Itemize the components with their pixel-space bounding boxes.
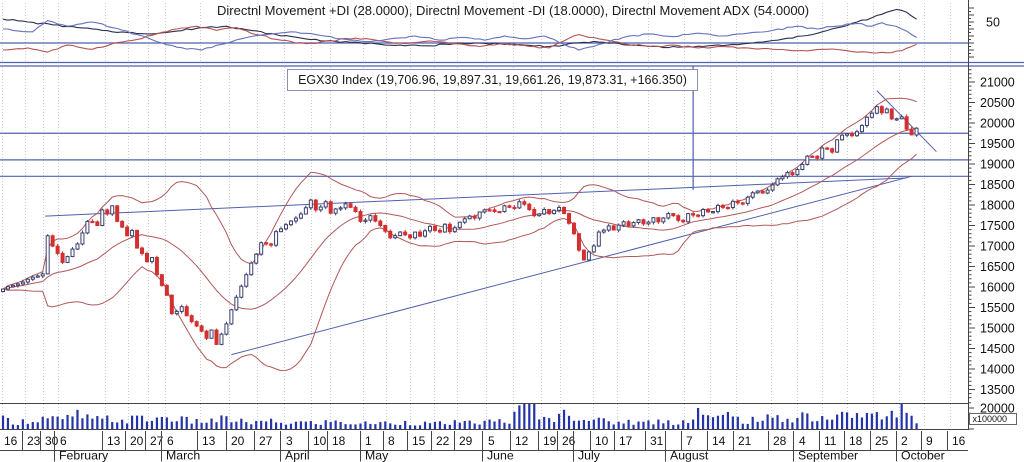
svg-text:19500: 19500 [980, 137, 1015, 151]
svg-text:10: 10 [313, 434, 327, 448]
svg-text:16: 16 [4, 434, 18, 448]
svg-text:20000: 20000 [980, 401, 1015, 415]
price-panel-title: EGX30 Index (19,706.96, 19,897.31, 19,66… [298, 73, 687, 87]
svg-text:13: 13 [202, 434, 216, 448]
svg-text:28: 28 [773, 434, 787, 448]
svg-text:20: 20 [130, 434, 144, 448]
svg-text:October: October [901, 449, 945, 462]
svg-text:21000: 21000 [980, 75, 1015, 89]
svg-text:April: April [285, 449, 310, 462]
price-panel-title-box: EGX30 Index (19,706.96, 19,897.31, 19,66… [287, 69, 698, 91]
volume-bars [1, 403, 918, 429]
svg-text:May: May [365, 449, 389, 462]
svg-text:16000: 16000 [980, 280, 1015, 294]
svg-text:20: 20 [231, 434, 245, 448]
svg-text:26: 26 [562, 434, 576, 448]
svg-text:March: March [166, 449, 200, 462]
svg-text:27: 27 [259, 434, 273, 448]
svg-text:18000: 18000 [980, 198, 1015, 212]
svg-text:14000: 14000 [980, 362, 1015, 376]
svg-text:5: 5 [488, 434, 495, 448]
panel-borders [0, 0, 969, 451]
svg-text:July: July [578, 449, 601, 462]
svg-text:19000: 19000 [980, 157, 1015, 171]
svg-text:20500: 20500 [980, 96, 1015, 110]
svg-text:7: 7 [686, 434, 693, 448]
price-axis: 13500 14000 14500 15000 15500 16000 16500 17000… [968, 7, 1017, 430]
svg-text:4: 4 [799, 434, 806, 448]
svg-text:20000: 20000 [980, 116, 1015, 130]
svg-text:18: 18 [332, 434, 346, 448]
svg-text:13: 13 [107, 434, 121, 448]
svg-text:10: 10 [595, 434, 609, 448]
svg-text:13500: 13500 [980, 383, 1015, 397]
svg-text:6: 6 [167, 434, 174, 448]
svg-text:27: 27 [150, 434, 164, 448]
svg-text:June: June [487, 449, 514, 462]
svg-text:12: 12 [515, 434, 529, 448]
svg-text:16500: 16500 [980, 260, 1015, 274]
svg-text:15500: 15500 [980, 301, 1015, 315]
svg-text:29: 29 [459, 434, 473, 448]
svg-text:2: 2 [901, 434, 908, 448]
svg-text:19: 19 [543, 434, 557, 448]
candlesticks [1, 104, 919, 346]
svg-text:September: September [798, 449, 858, 462]
di-lines [2, 8, 917, 54]
gridlines [2, 3, 951, 428]
svg-text:15000: 15000 [980, 321, 1015, 335]
svg-text:50: 50 [986, 15, 1000, 29]
svg-text:22: 22 [436, 434, 450, 448]
svg-text:February: February [59, 449, 109, 462]
svg-text:16: 16 [952, 434, 966, 448]
svg-text:17: 17 [619, 434, 633, 448]
svg-text:15: 15 [412, 434, 426, 448]
svg-text:18: 18 [849, 434, 863, 448]
svg-text:8: 8 [388, 434, 395, 448]
svg-text:August: August [670, 449, 709, 462]
svg-text:1: 1 [365, 434, 372, 448]
svg-text:11: 11 [824, 434, 837, 448]
svg-text:3: 3 [286, 434, 293, 448]
svg-text:x100000: x100000 [973, 414, 1008, 424]
svg-text:14: 14 [712, 434, 726, 448]
svg-text:25: 25 [875, 434, 889, 448]
date-axis: 16 23 30 6 13 20 27 6 13 20 27 3 10 18 1 8 15 22 29 5 12 19 26… [4, 431, 966, 462]
svg-text:9: 9 [926, 434, 933, 448]
bollinger-bands [2, 97, 917, 372]
svg-text:17500: 17500 [980, 219, 1015, 233]
svg-text:18500: 18500 [980, 178, 1015, 192]
indicator-panel-title: Directnl Movement +DI (28.0000), Directn… [217, 3, 810, 18]
reference-lines [0, 42, 1024, 177]
svg-text:21: 21 [738, 434, 752, 448]
svg-text:14500: 14500 [980, 342, 1015, 356]
svg-text:23: 23 [27, 434, 41, 448]
svg-text:6: 6 [60, 434, 67, 448]
svg-text:17000: 17000 [980, 239, 1015, 253]
svg-text:30: 30 [45, 434, 59, 448]
svg-text:31: 31 [650, 434, 664, 448]
